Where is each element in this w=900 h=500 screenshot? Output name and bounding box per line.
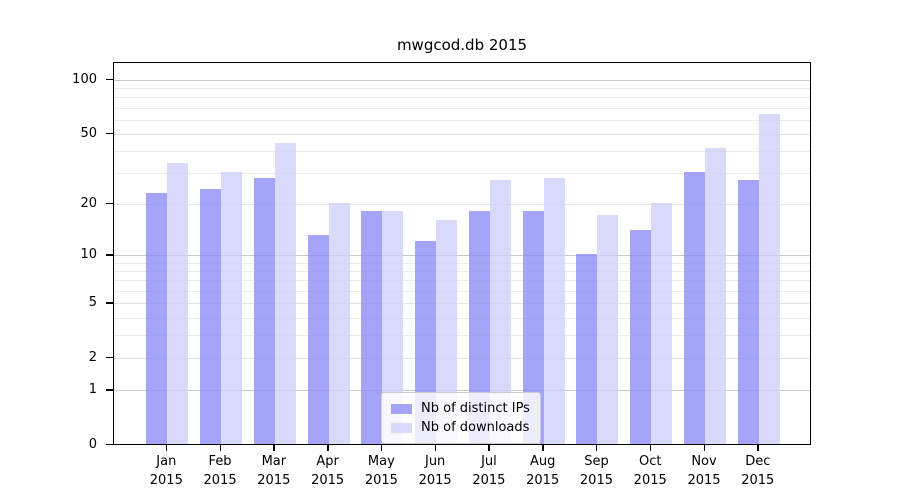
gridline	[114, 173, 810, 175]
y-tick-mark	[106, 203, 113, 205]
x-tick-label: Jan 2015	[149, 454, 183, 488]
y-tick-mark	[106, 444, 113, 446]
y-tick-mark	[106, 389, 113, 391]
x-tick-label: Aug 2015	[526, 454, 560, 488]
x-tick-label: Sep 2015	[579, 454, 613, 488]
bar-downloads	[221, 172, 243, 444]
legend-item: Nb of downloads	[391, 418, 530, 437]
y-tick-label: 50	[80, 125, 97, 141]
legend-label: Nb of downloads	[421, 420, 530, 435]
bar-distinct-ips	[200, 189, 222, 444]
x-tick-mark	[757, 445, 759, 451]
x-tick-label: Feb 2015	[203, 454, 237, 488]
x-tick-label: Dec 2015	[741, 454, 775, 488]
bar-distinct-ips	[361, 211, 383, 444]
x-tick-mark	[380, 445, 383, 451]
gridline	[114, 79, 810, 81]
x-tick-mark	[219, 445, 221, 451]
y-tick-mark	[106, 132, 113, 135]
gridline	[114, 119, 810, 121]
gridline	[114, 335, 810, 337]
gridline	[114, 88, 810, 90]
bar-distinct-ips	[522, 211, 544, 444]
bar-distinct-ips	[307, 235, 329, 444]
bar-downloads	[651, 203, 673, 444]
x-tick-label: Jun 2015	[418, 454, 452, 488]
y-tick-label: 100	[72, 71, 97, 87]
x-tick-mark	[703, 445, 705, 451]
gridline	[114, 291, 810, 293]
x-tick-mark	[542, 445, 544, 451]
bar-downloads	[597, 215, 619, 444]
bar-distinct-ips	[630, 229, 652, 444]
x-tick-label: Jul 2015	[472, 454, 506, 488]
x-tick-mark	[327, 445, 329, 451]
x-tick-label: Nov 2015	[687, 454, 721, 488]
y-tick-label: 20	[80, 196, 97, 212]
x-tick-mark	[488, 445, 490, 451]
x-tick-label: Mar 2015	[257, 454, 291, 488]
y-tick-label: 2	[88, 350, 97, 366]
gridline	[114, 97, 810, 99]
bar-distinct-ips	[737, 180, 759, 444]
gridline	[114, 262, 810, 264]
legend-swatch	[391, 403, 412, 414]
y-tick-mark	[106, 357, 113, 359]
x-tick-mark	[273, 445, 275, 451]
bar-downloads	[167, 162, 189, 444]
gridline	[114, 271, 810, 273]
gridline	[114, 317, 810, 319]
bar-downloads	[758, 113, 780, 444]
gridline	[114, 358, 810, 360]
gridline	[114, 107, 810, 109]
legend-item: Nb of distinct IPs	[391, 399, 530, 418]
chart-title: mwgcod.db 2015	[396, 36, 528, 54]
bar-distinct-ips	[146, 192, 168, 444]
x-tick-label: Apr 2015	[311, 454, 345, 488]
gridline	[114, 280, 810, 282]
bar-downloads	[489, 180, 511, 444]
x-tick-label: May 2015	[364, 454, 398, 488]
y-tick-label: 0	[88, 437, 97, 452]
x-tick-mark	[165, 445, 168, 451]
bar-downloads	[436, 219, 458, 444]
y-tick-mark	[106, 302, 113, 304]
bar-downloads	[328, 203, 350, 444]
y-tick-label: 5	[88, 295, 97, 311]
gridline	[114, 303, 810, 305]
plot-area	[113, 62, 811, 445]
y-tick-label: 1	[88, 382, 97, 398]
bar-downloads	[543, 177, 565, 444]
legend-swatch	[391, 422, 412, 433]
gridline	[114, 390, 810, 392]
bar-downloads	[705, 148, 726, 444]
x-tick-mark	[595, 445, 598, 451]
y-tick-label: 10	[80, 247, 97, 263]
x-tick-mark	[434, 445, 437, 451]
legend-label: Nb of distinct IPs	[421, 401, 530, 416]
bar-distinct-ips	[253, 177, 275, 444]
legend: Nb of distinct IPs Nb of downloads	[381, 392, 541, 444]
gridline	[114, 133, 810, 135]
bar-distinct-ips	[576, 254, 598, 444]
y-tick-mark	[106, 254, 113, 256]
bar-distinct-ips	[684, 172, 705, 444]
x-tick-label: Oct 2015	[633, 454, 667, 488]
bar-downloads	[274, 142, 296, 444]
bar-downloads	[382, 211, 404, 444]
gridline	[114, 151, 810, 153]
gridline	[114, 255, 810, 257]
x-tick-mark	[649, 445, 652, 451]
bar-distinct-ips	[468, 211, 490, 444]
gridline	[114, 204, 810, 206]
y-tick-mark	[106, 78, 113, 81]
